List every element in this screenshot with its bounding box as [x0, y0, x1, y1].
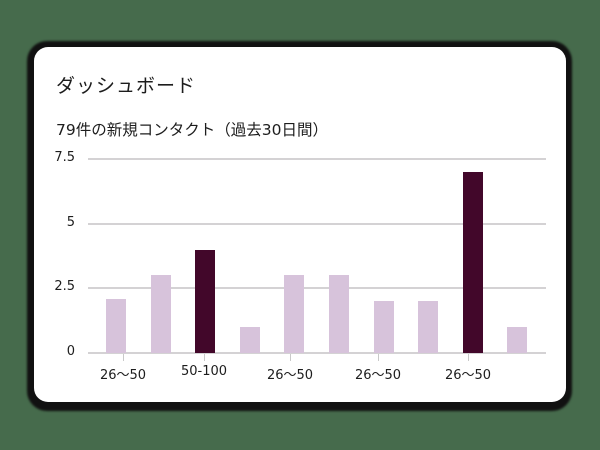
bar: [329, 275, 349, 353]
bar-highlighted: [462, 171, 483, 353]
x-axis-label: 50-100: [180, 364, 228, 379]
x-axis-tick: [204, 354, 205, 361]
x-axis-label: 26〜50: [444, 368, 492, 383]
bar: [284, 275, 305, 353]
card-title: ダッシュボード: [56, 75, 197, 97]
bar: [106, 298, 126, 353]
gridline: [88, 287, 546, 290]
y-axis-label: 0: [66, 344, 75, 359]
y-axis-label: 7.5: [54, 150, 75, 165]
x-axis-label: 26〜50: [99, 368, 147, 383]
bar: [418, 301, 439, 353]
x-axis-tick: [290, 354, 291, 361]
chart-subtitle: 79件の新規コンタクト（過去30日間）: [56, 121, 328, 139]
x-axis-label: 26〜50: [354, 368, 402, 383]
x-axis-tick: [378, 354, 379, 361]
gridline: [88, 352, 546, 354]
bar: [150, 275, 171, 353]
y-axis-label: 5: [66, 214, 75, 230]
bar-highlighted: [195, 249, 216, 353]
bar: [507, 327, 528, 353]
y-axis-label: 2.5: [54, 279, 75, 295]
bar: [239, 327, 260, 353]
x-axis-label: 26〜50: [266, 368, 314, 383]
x-axis-tick: [468, 354, 469, 361]
gridline: [88, 222, 546, 225]
bar: [373, 301, 394, 353]
x-axis-tick: [123, 354, 124, 361]
gridline: [88, 158, 546, 160]
